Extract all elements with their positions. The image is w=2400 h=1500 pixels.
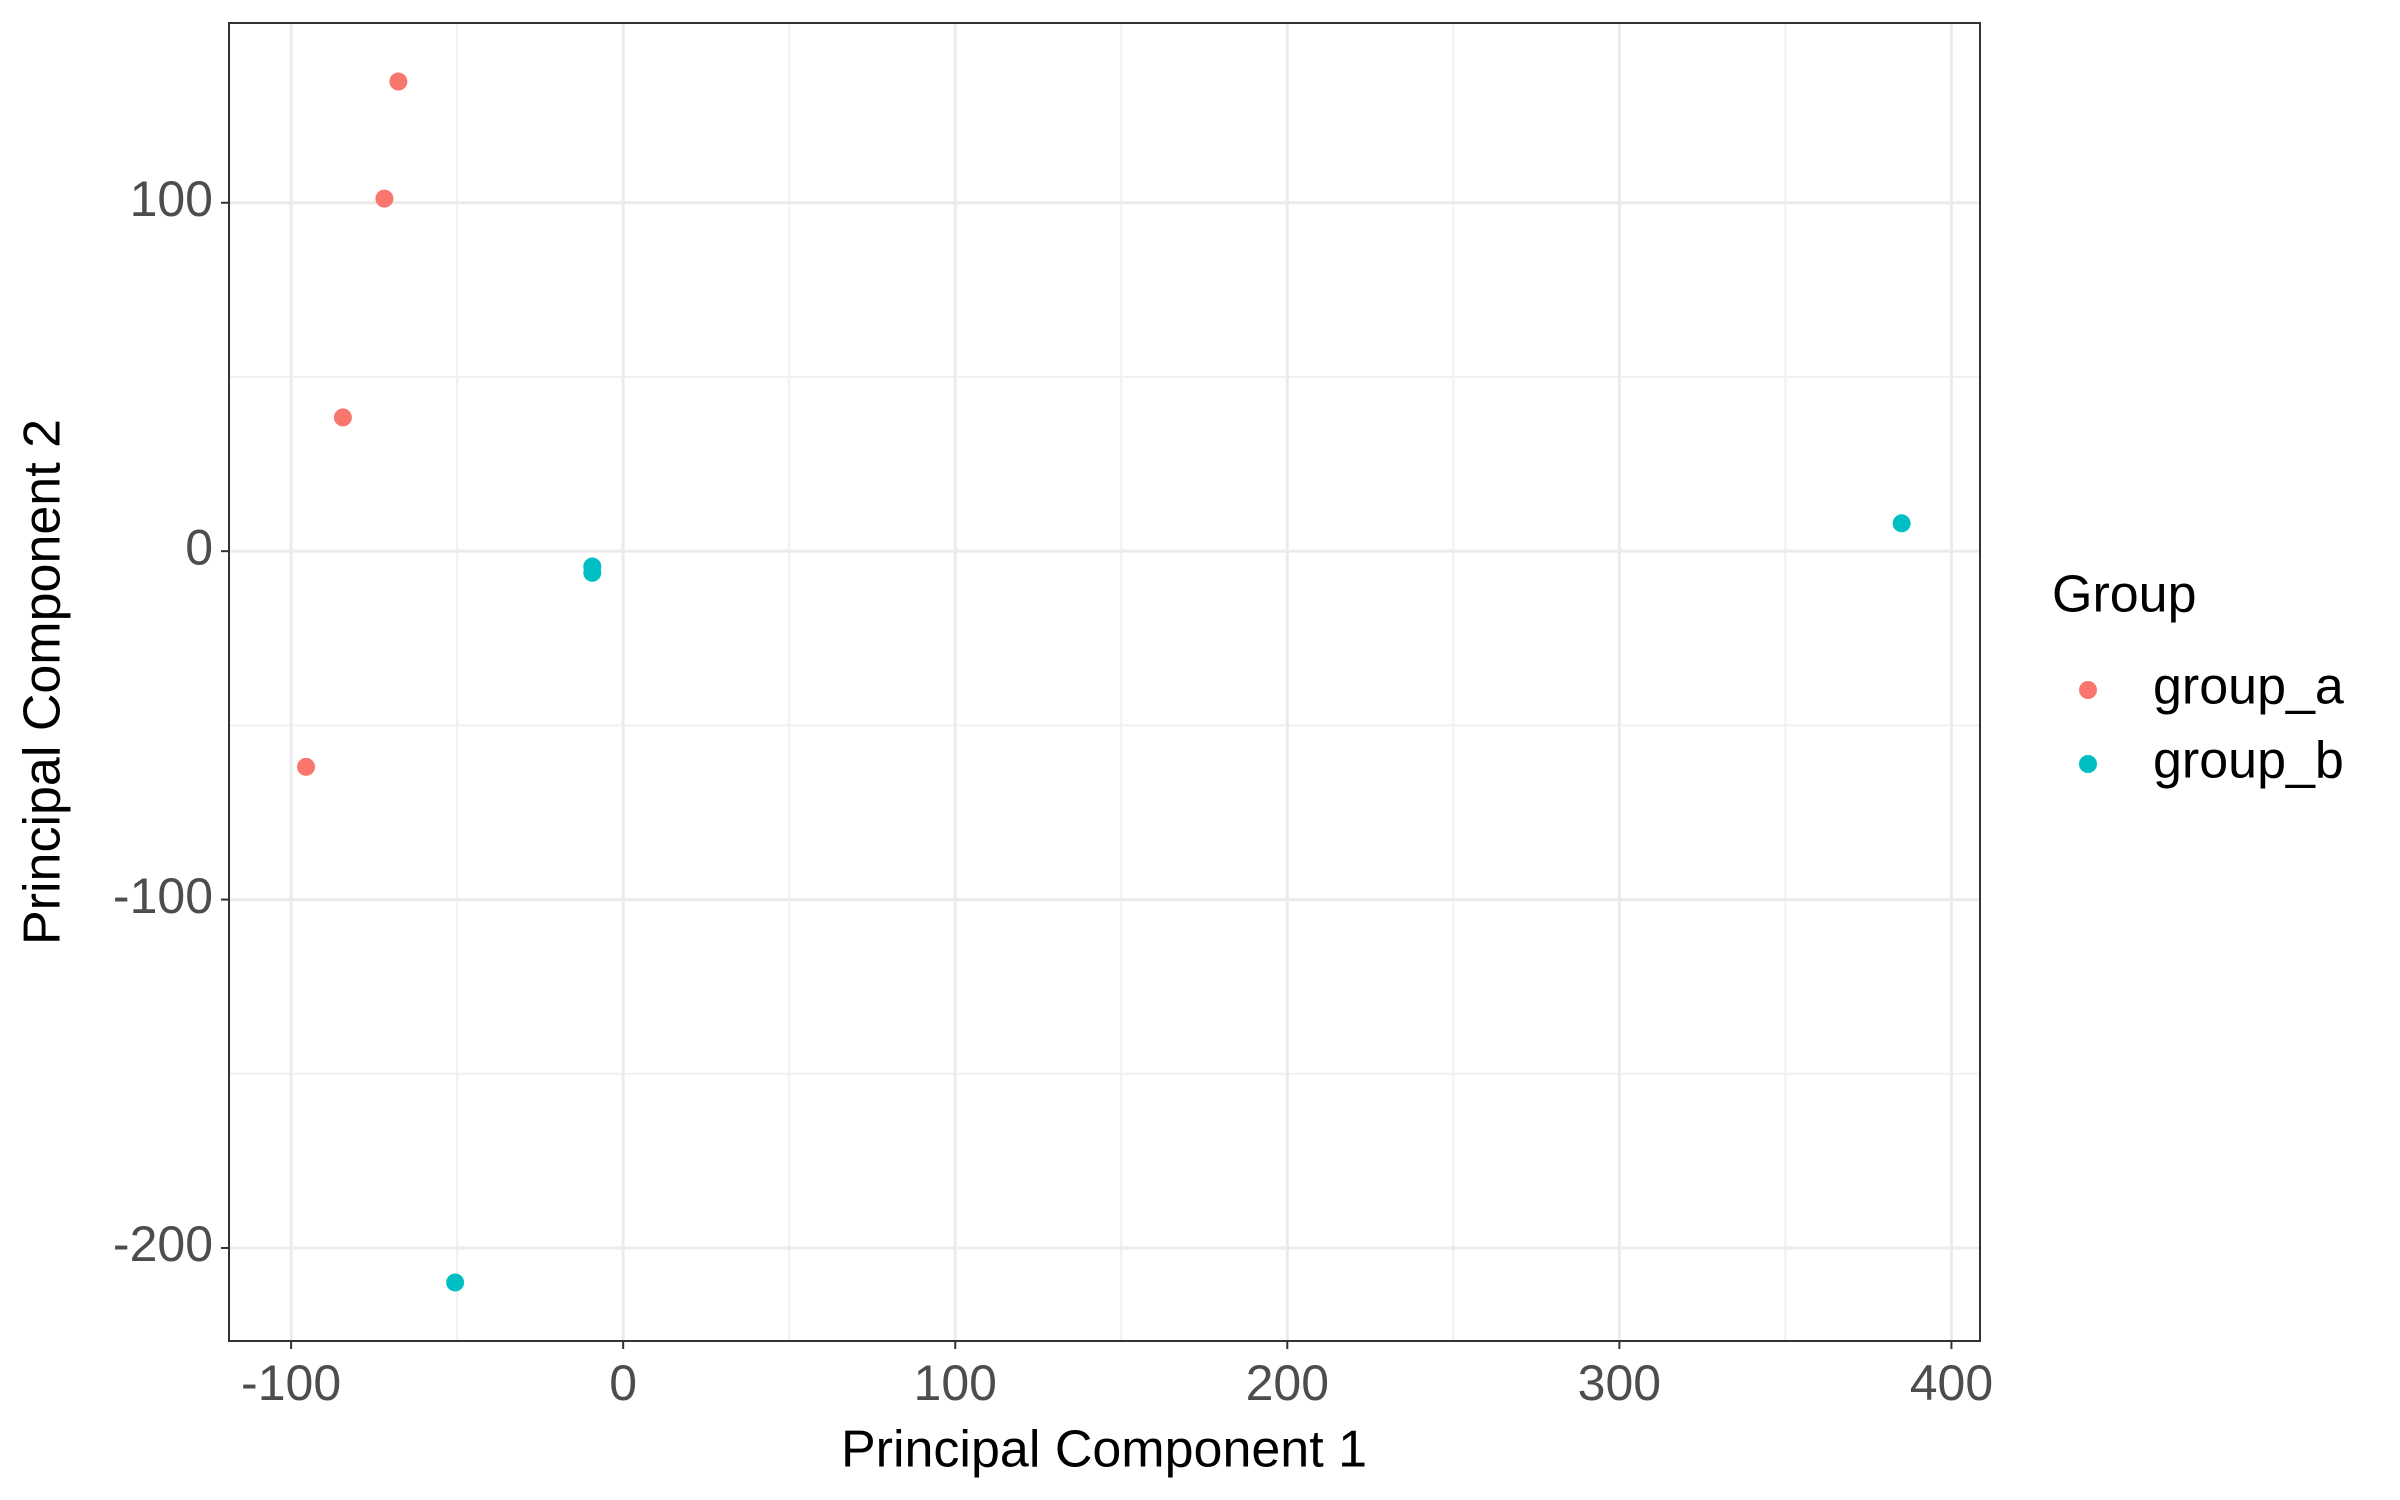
point [389,72,408,91]
x-tick-label: 100 [914,1355,997,1411]
y-tick-label: 0 [185,519,213,575]
y-axis-title: Principal Component 2 [14,419,72,945]
grid [229,23,1980,1341]
legend-label: group_a [2153,658,2344,716]
y-tick-label: -200 [113,1216,213,1272]
y-tick-label: -100 [113,868,213,924]
legend-key [2079,681,2097,699]
point [333,408,352,427]
x-tick-label: 200 [1246,1355,1329,1411]
x-tick-label: 0 [609,1355,637,1411]
point [583,563,602,582]
x-axis-title: Principal Component 1 [841,1421,1367,1479]
panel-border [228,22,1981,1342]
y-tick-label: 100 [130,171,213,227]
point [297,757,316,776]
x-tick-label: 400 [1910,1355,1993,1411]
point [446,1273,465,1292]
point [375,189,394,208]
legend: group_a group_b [2079,658,2344,790]
point [1892,514,1911,533]
x-tick-label: -100 [241,1355,341,1411]
legend-key [2079,755,2097,773]
points [297,72,1911,1292]
x-tick-label: 300 [1578,1355,1661,1411]
legend-title: Group [2052,566,2197,624]
legend-label: group_b [2153,732,2344,790]
